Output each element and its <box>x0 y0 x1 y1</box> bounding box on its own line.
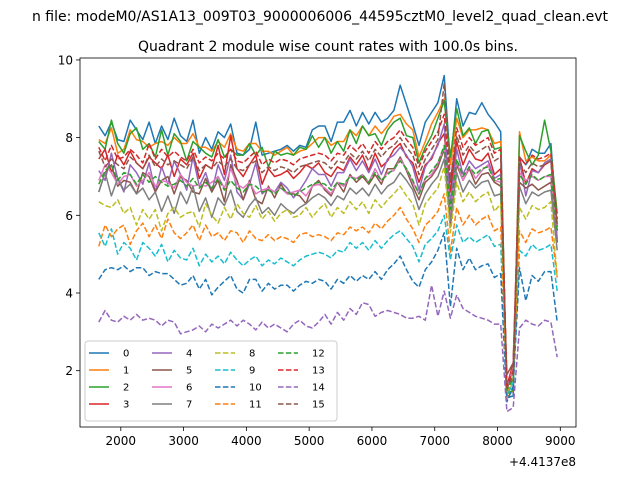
x-tick-label: 8000 <box>482 434 513 448</box>
legend-label-12: 12 <box>312 349 325 360</box>
legend-label-14: 14 <box>312 383 325 394</box>
legend-label-13: 13 <box>312 366 325 377</box>
legend-label-7: 7 <box>186 400 192 411</box>
legend-label-0: 0 <box>123 349 129 360</box>
x-tick-label: 6000 <box>357 434 388 448</box>
legend-label-5: 5 <box>186 366 192 377</box>
legend-label-9: 9 <box>249 366 255 377</box>
series-line-3 <box>98 132 558 387</box>
legend-label-1: 1 <box>123 366 129 377</box>
x-tick-label: 2000 <box>106 434 137 448</box>
series-line-11 <box>98 193 558 393</box>
series-line-0 <box>98 74 558 399</box>
series-line-2 <box>98 99 558 395</box>
series-line-8 <box>98 166 558 395</box>
x-tick-label: 9000 <box>545 434 576 448</box>
series-line-5 <box>98 148 558 376</box>
figure-suptitle: n file: modeM0/AS1A13_009T03_9000006006_… <box>32 9 609 25</box>
y-tick-label: 2 <box>65 364 73 378</box>
series-line-6 <box>98 146 558 391</box>
x-tick-label: 5000 <box>294 434 325 448</box>
chart-title: Quadrant 2 module wise count rates with … <box>138 39 518 55</box>
series-line-4 <box>98 123 558 387</box>
x-tick-label: 3000 <box>168 434 199 448</box>
y-tick-label: 6 <box>65 209 73 223</box>
legend-label-11: 11 <box>249 400 262 411</box>
series-line-1 <box>98 98 558 399</box>
series-line-15 <box>98 82 558 389</box>
legend-label-10: 10 <box>249 383 262 394</box>
series-line-10 <box>98 232 558 403</box>
series-line-9 <box>98 214 558 397</box>
y-tick-label: 8 <box>65 131 73 145</box>
series-line-13 <box>98 113 558 387</box>
legend-label-2: 2 <box>123 383 129 394</box>
legend-label-6: 6 <box>186 383 192 394</box>
series-line-14 <box>98 284 558 413</box>
axes-frame <box>79 57 577 428</box>
x-tick-label: 4000 <box>231 434 262 448</box>
x-offset-label: +4.4137e8 <box>509 455 576 469</box>
legend-box <box>84 340 338 422</box>
y-tick-label: 4 <box>65 286 73 300</box>
legend-label-4: 4 <box>186 349 192 360</box>
legend-label-3: 3 <box>123 400 129 411</box>
x-tick-label: 7000 <box>419 434 450 448</box>
series-line-7 <box>98 158 558 387</box>
series-layer <box>98 74 558 413</box>
legend-label-15: 15 <box>312 400 325 411</box>
series-line-12 <box>98 144 558 391</box>
legend-label-8: 8 <box>249 349 255 360</box>
y-tick-label: 10 <box>58 53 73 67</box>
